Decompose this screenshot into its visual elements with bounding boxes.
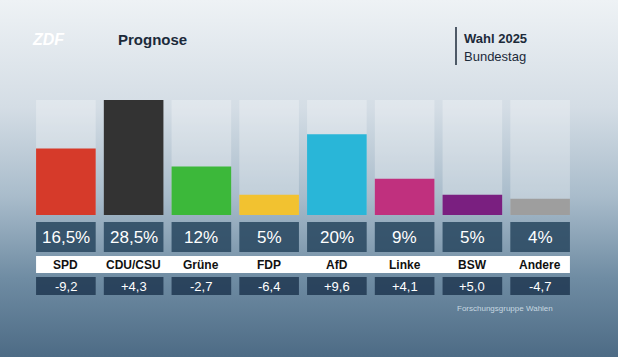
svg-text:9%: 9% — [392, 228, 417, 247]
svg-text:-2,7: -2,7 — [190, 279, 212, 294]
svg-text:FDP: FDP — [257, 258, 281, 272]
svg-text:20%: 20% — [320, 228, 354, 247]
svg-text:5%: 5% — [460, 228, 485, 247]
svg-text:+5,0: +5,0 — [459, 279, 485, 294]
svg-text:-9,2: -9,2 — [55, 279, 77, 294]
svg-text:28,5%: 28,5% — [110, 228, 158, 247]
svg-text:Prognose: Prognose — [118, 31, 187, 48]
svg-text:ZDF: ZDF — [32, 31, 65, 48]
svg-text:Bundestag: Bundestag — [464, 49, 526, 64]
svg-text:5%: 5% — [257, 228, 282, 247]
svg-text:Wahl 2025: Wahl 2025 — [464, 31, 527, 46]
svg-text:4%: 4% — [528, 228, 553, 247]
svg-text:BSW: BSW — [458, 258, 487, 272]
svg-text:12%: 12% — [184, 228, 218, 247]
svg-text:AfD: AfD — [326, 258, 348, 272]
svg-text:+4,3: +4,3 — [121, 279, 147, 294]
svg-text:-4,7: -4,7 — [529, 279, 551, 294]
svg-text:Grüne: Grüne — [183, 258, 219, 272]
svg-text:16,5%: 16,5% — [42, 228, 90, 247]
svg-text:SPD: SPD — [53, 258, 78, 272]
svg-text:+9,6: +9,6 — [324, 279, 350, 294]
svg-text:CDU/CSU: CDU/CSU — [106, 258, 161, 272]
svg-text:Forschungsgruppe Wahlen: Forschungsgruppe Wahlen — [457, 304, 553, 313]
svg-text:Andere: Andere — [519, 258, 561, 272]
svg-text:+4,1: +4,1 — [392, 279, 418, 294]
svg-text:Linke: Linke — [389, 258, 421, 272]
svg-text:-6,4: -6,4 — [258, 279, 280, 294]
